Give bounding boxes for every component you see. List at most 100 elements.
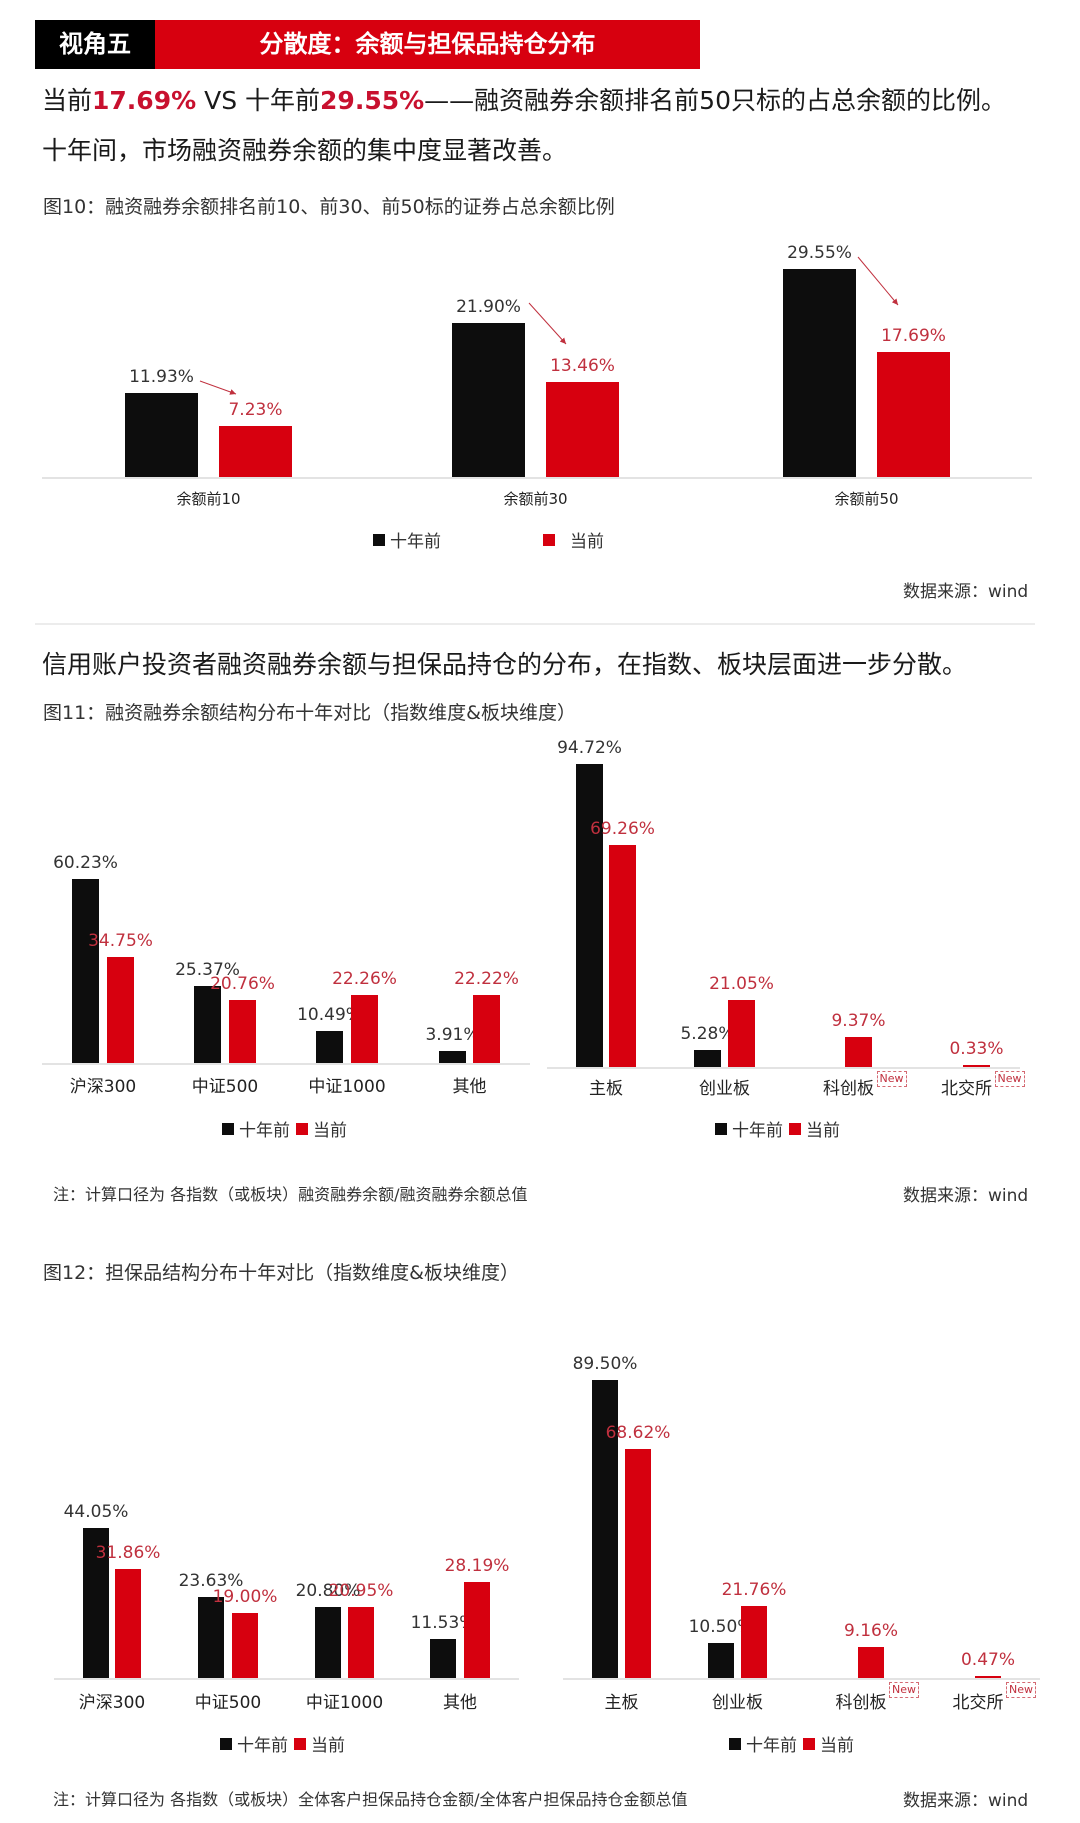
fig12-source: 数据来源：wind bbox=[903, 1791, 1029, 1811]
fig11-title: 图11：融资融券余额结构分布十年对比（指数维度&板块维度） bbox=[43, 702, 576, 724]
value-label-now: 31.86% bbox=[95, 1543, 161, 1563]
bar-now-2 bbox=[877, 352, 950, 477]
value-label-old: 94.72% bbox=[557, 738, 622, 758]
section-tag: 视角五 bbox=[35, 20, 155, 69]
bar-now-1 bbox=[229, 1000, 256, 1063]
value-label-old: 23.63% bbox=[178, 1571, 244, 1591]
legend-swatch-old bbox=[220, 1737, 232, 1750]
intro-prefix: 当前 bbox=[42, 86, 93, 115]
bar-now-2 bbox=[858, 1647, 884, 1678]
intro-line-2: 十年间，市场融资融券余额的集中度显著改善。 bbox=[42, 136, 568, 165]
bar-now-1 bbox=[232, 1613, 258, 1678]
new-tag: New bbox=[1006, 1682, 1036, 1698]
value-label-old: 25.37% bbox=[175, 960, 240, 980]
fig12-title: 图12：担保品结构分布十年对比（指数维度&板块维度） bbox=[43, 1262, 519, 1284]
fig10-legend-old: 十年前 bbox=[373, 527, 441, 552]
intro-suffix: ——融资融券余额排名前50只标的占总余额的比例。 bbox=[424, 86, 1006, 115]
value-label-old: 11.53% bbox=[410, 1613, 476, 1633]
value-label-now: 21.05% bbox=[709, 974, 774, 994]
value-label-old: 11.93% bbox=[129, 367, 194, 387]
legend-label-now: 当前 bbox=[570, 532, 604, 552]
fig11-legend-right: 十年前 当前 bbox=[715, 1116, 840, 1141]
value-label-old: 10.49% bbox=[297, 1005, 362, 1025]
value-label-old: 89.50% bbox=[572, 1354, 638, 1374]
bar-old-2 bbox=[783, 269, 856, 477]
legend-label-now: 当前 bbox=[806, 1121, 840, 1141]
x-axis-line bbox=[42, 1063, 530, 1065]
intro-line-1: 当前17.69% VS 十年前29.55%——融资融券余额排名前50只标的占总余… bbox=[42, 84, 1006, 118]
value-label-now: 21.76% bbox=[721, 1580, 787, 1600]
value-label-now: 0.47% bbox=[960, 1650, 1016, 1670]
value-label-now: 13.46% bbox=[550, 356, 615, 376]
bar-old-0 bbox=[125, 393, 198, 477]
section-divider bbox=[35, 623, 1035, 625]
bar-now-3 bbox=[975, 1676, 1001, 1678]
bar-now-2 bbox=[845, 1037, 872, 1067]
fig11-legend-left: 十年前 当前 bbox=[222, 1116, 347, 1141]
section-title: 分散度：余额与担保品持仓分布 bbox=[155, 20, 700, 69]
bar-now-1 bbox=[546, 382, 619, 477]
fig12-legend-right: 十年前 当前 bbox=[729, 1731, 854, 1756]
bar-old-1 bbox=[708, 1643, 734, 1678]
category-label: 科创板 bbox=[835, 1693, 887, 1713]
category-label: 主板 bbox=[589, 1079, 623, 1099]
category-label: 科创板 bbox=[823, 1079, 874, 1099]
legend-label-now: 当前 bbox=[313, 1121, 347, 1141]
category-label: 主板 bbox=[604, 1693, 639, 1713]
value-label-old: 3.91% bbox=[425, 1025, 480, 1045]
category-label: 余额前10 bbox=[176, 490, 241, 508]
bar-old-3 bbox=[439, 1051, 466, 1063]
legend-label-old: 十年前 bbox=[746, 1736, 797, 1756]
bar-now-3 bbox=[464, 1582, 490, 1678]
category-label: 余额前30 bbox=[503, 490, 568, 508]
fig10-chart: 11.93% 21.90% 29.55% 7.23% 13.46% 17.69% 余额前10… bbox=[0, 0, 1080, 620]
category-label: 沪深300 bbox=[78, 1693, 146, 1713]
fig11-source: 数据来源：wind bbox=[903, 1186, 1029, 1206]
legend-swatch-now bbox=[803, 1737, 815, 1750]
new-tag: New bbox=[889, 1682, 919, 1698]
bar-old-0 bbox=[83, 1528, 109, 1678]
value-label-now: 28.19% bbox=[444, 1556, 510, 1576]
bar-old-2 bbox=[315, 1607, 341, 1678]
bar-old-3 bbox=[430, 1639, 456, 1678]
bar-old-1 bbox=[198, 1597, 224, 1678]
value-label-now: 0.33% bbox=[949, 1039, 1004, 1059]
x-axis-line bbox=[563, 1678, 1040, 1680]
fig10-title: 图10：融资融券余额排名前10、前30、前50标的证券占总余额比例 bbox=[43, 196, 615, 218]
bar-old-0 bbox=[576, 764, 603, 1067]
bar-now-0 bbox=[115, 1569, 141, 1678]
bar-now-1 bbox=[741, 1606, 767, 1678]
intro-mid: VS 十年前 bbox=[196, 86, 321, 115]
value-label-now: 9.37% bbox=[831, 1011, 886, 1031]
category-label: 其他 bbox=[452, 1077, 487, 1097]
legend-label-old: 十年前 bbox=[237, 1736, 288, 1756]
category-label: 创业板 bbox=[699, 1079, 750, 1099]
category-label: 北交所 bbox=[952, 1693, 1004, 1713]
value-label-old: 44.05% bbox=[63, 1502, 129, 1522]
bar-now-3 bbox=[473, 995, 500, 1063]
legend-swatch-old bbox=[729, 1737, 741, 1750]
bar-now-0 bbox=[219, 426, 292, 477]
intro-now-value: 17.69% bbox=[92, 86, 197, 115]
bar-old-2 bbox=[316, 1031, 343, 1063]
value-label-now: 9.16% bbox=[843, 1621, 899, 1641]
section2-lead: 信用账户投资者融资融券余额与担保品持仓的分布，在指数、板块层面进一步分散。 bbox=[42, 650, 968, 679]
legend-swatch-now bbox=[294, 1737, 306, 1750]
category-label: 中证1000 bbox=[305, 1693, 384, 1713]
category-label: 余额前50 bbox=[834, 490, 899, 508]
new-tag: New bbox=[876, 1071, 907, 1087]
value-label-old: 10.50% bbox=[688, 1617, 754, 1637]
fig12-note: 注：计算口径为 各指数（或板块）全体客户担保品持仓金额/全体客户担保品持仓金额总… bbox=[53, 1790, 688, 1809]
value-label-old: 5.28% bbox=[680, 1024, 735, 1044]
value-label-now: 17.69% bbox=[881, 326, 946, 346]
value-label-now: 19.00% bbox=[212, 1587, 278, 1607]
value-label-now: 20.76% bbox=[210, 974, 275, 994]
value-label-now: 22.22% bbox=[454, 969, 519, 989]
bar-old-0 bbox=[592, 1380, 618, 1678]
legend-swatch-old bbox=[222, 1122, 234, 1135]
bar-now-0 bbox=[107, 957, 134, 1063]
x-axis-line bbox=[42, 477, 1032, 479]
